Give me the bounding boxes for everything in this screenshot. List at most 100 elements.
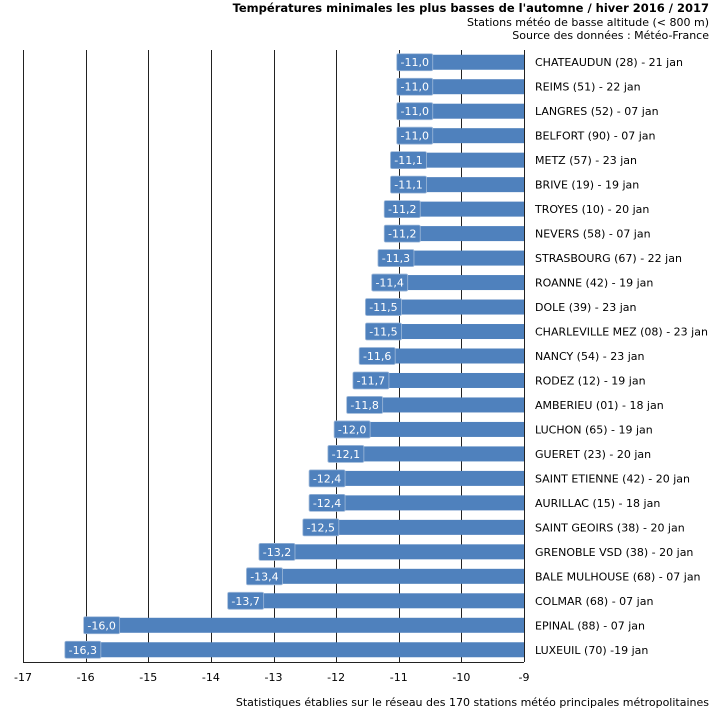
value-label: -16,0	[87, 619, 115, 632]
bar	[367, 324, 524, 340]
bar	[336, 421, 524, 437]
value-label-box	[390, 151, 427, 170]
value-label-box	[258, 542, 296, 561]
bar	[354, 372, 524, 388]
x-tick-label: -15	[139, 671, 157, 684]
category-label: STRASBOURG (67) - 22 jan	[535, 252, 682, 265]
value-label-box	[377, 249, 415, 267]
category-label: AMBERIEU (01) - 18 jan	[535, 399, 664, 412]
bar	[260, 544, 524, 560]
value-label: -11,5	[369, 326, 397, 339]
category-label: NANCY (54) - 23 jan	[535, 350, 645, 363]
value-label-box	[390, 175, 427, 194]
value-label: -11,5	[369, 301, 397, 314]
category-label: NEVERS (58) - 07 jan	[535, 228, 651, 241]
value-label: -13,2	[263, 546, 291, 559]
category-label: TROYES (10) - 20 jan	[534, 203, 649, 216]
value-label-box	[371, 273, 409, 292]
value-label-box	[302, 518, 340, 537]
x-tick-label: -17	[14, 671, 32, 684]
value-label: -11,8	[350, 399, 378, 412]
x-tick-label: -11	[390, 671, 408, 684]
value-label: -11,0	[401, 105, 429, 118]
bar	[386, 226, 524, 242]
category-label: DOLE (39) - 23 jan	[535, 301, 637, 314]
category-label: AURILLAC (15) - 18 jan	[535, 497, 660, 510]
category-label: REIMS (51) - 22 jan	[535, 81, 641, 94]
category-label: BALE MULHOUSE (68) - 07 jan	[535, 570, 701, 583]
category-label: SAINT ETIENNE (42) - 20 jan	[535, 472, 690, 485]
value-label-box	[396, 126, 434, 145]
value-label: -13,7	[231, 595, 259, 608]
bar	[348, 397, 524, 413]
value-label: -11,4	[375, 277, 403, 290]
category-label: COLMAR (68) - 07 jan	[535, 595, 653, 608]
value-label-box	[396, 77, 434, 96]
value-label-box	[396, 102, 434, 121]
x-tick-label: -14	[202, 671, 220, 684]
category-label: LUXEUIL (70) -19 jan	[535, 644, 648, 657]
category-label: LUCHON (65) - 19 jan	[535, 423, 653, 436]
bar	[311, 495, 524, 511]
value-label: -12,5	[307, 521, 335, 534]
value-label: -11,1	[394, 179, 422, 192]
value-label: -11,6	[363, 350, 391, 363]
category-label: RODEZ (12) - 19 jan	[535, 374, 646, 387]
bar	[85, 617, 524, 633]
x-tick-label: -12	[327, 671, 345, 684]
value-label-box	[346, 396, 384, 414]
value-label-box	[227, 591, 265, 610]
chart-footer: Statistiques établies sur le réseau des …	[235, 696, 709, 709]
category-label: BELFORT (90) - 07 jan	[535, 130, 656, 143]
category-label: CHARLEVILLE MEZ (08) - 23 jan	[535, 326, 708, 339]
chart-subtitle-stations: Stations météo de basse altitude (< 800 …	[466, 16, 709, 29]
bar	[311, 470, 524, 486]
bar	[379, 250, 524, 266]
value-label-box	[396, 53, 434, 72]
value-label: -12,4	[313, 472, 341, 485]
bar	[386, 201, 524, 217]
value-label-box	[327, 445, 365, 463]
value-label: -12,0	[338, 423, 366, 436]
value-label: -11,0	[401, 130, 429, 143]
category-label: GUERET (23) - 20 jan	[535, 448, 651, 461]
value-label: -11,2	[388, 203, 416, 216]
category-label: BRIVE (19) - 19 jan	[535, 179, 639, 192]
value-label-box	[308, 469, 346, 488]
chart-subtitle-source: Source des données : Météo-France	[512, 29, 709, 42]
value-label: -12,4	[313, 497, 341, 510]
value-label: -11,0	[401, 81, 429, 94]
bar	[329, 446, 524, 462]
value-label: -12,1	[332, 448, 360, 461]
bar	[248, 568, 524, 584]
value-label-box	[333, 420, 371, 439]
value-label: -16,3	[69, 644, 97, 657]
value-label-box	[358, 347, 396, 365]
category-label: EPINAL (88) - 07 jan	[535, 619, 645, 632]
value-label-box	[383, 200, 421, 219]
x-tick-label: -16	[77, 671, 95, 684]
x-tick-label: -13	[265, 671, 283, 684]
category-label: ROANNE (42) - 19 jan	[535, 277, 653, 290]
category-label: SAINT GEOIRS (38) - 20 jan	[535, 521, 685, 534]
bar	[361, 348, 524, 364]
value-label: -11,1	[394, 154, 422, 167]
bar	[367, 299, 524, 315]
chart-title: Températures minimales les plus basses d…	[232, 1, 709, 15]
value-label-box	[83, 616, 121, 635]
category-label: LANGRES (52) - 07 jan	[535, 105, 659, 118]
category-label: CHATEAUDUN (28) - 21 jan	[535, 56, 683, 69]
value-label: -13,4	[250, 570, 278, 583]
value-label-box	[383, 224, 421, 243]
value-label-box	[365, 322, 402, 341]
category-label: METZ (57) - 23 jan	[535, 154, 637, 167]
bar	[66, 642, 525, 658]
value-label: -11,3	[382, 252, 410, 265]
value-label-box	[308, 493, 346, 512]
value-label: -11,2	[388, 228, 416, 241]
x-tick-label: -10	[452, 671, 470, 684]
bar	[373, 275, 524, 291]
value-label-box	[365, 298, 402, 316]
x-tick-label: -9	[519, 671, 530, 684]
